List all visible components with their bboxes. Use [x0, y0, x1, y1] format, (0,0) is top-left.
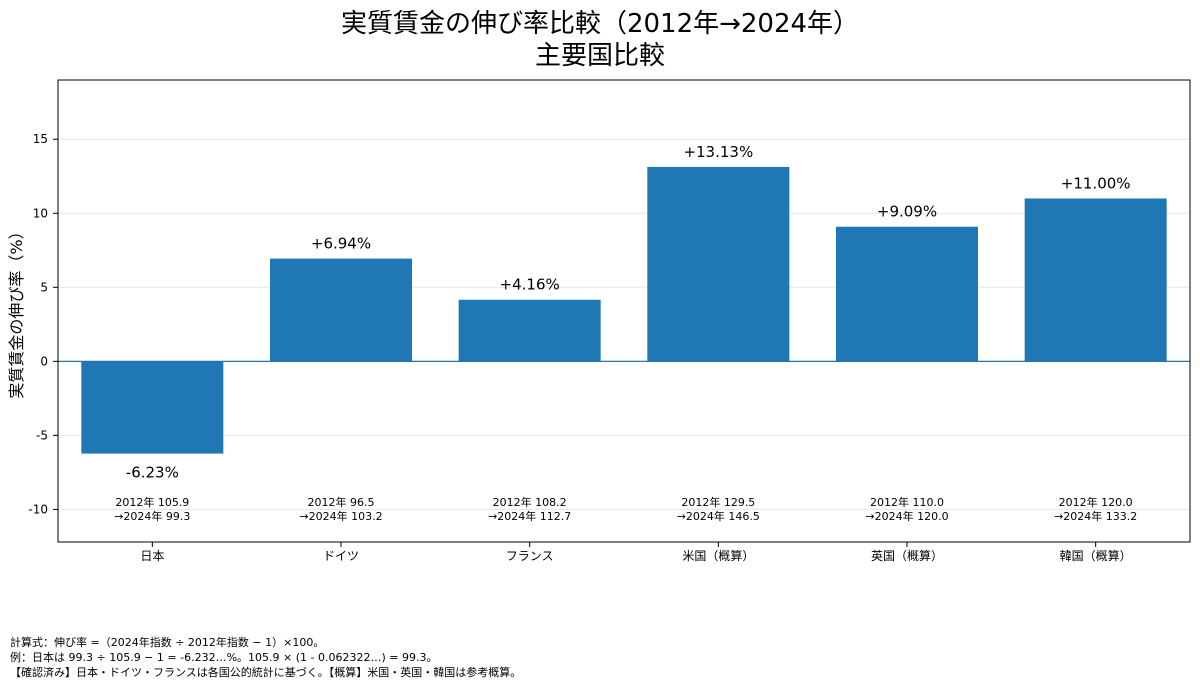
- x-tick-label: フランス: [506, 549, 554, 563]
- y-tick-label: -5: [36, 428, 48, 442]
- bar: [1024, 198, 1167, 362]
- x-tick-label: ドイツ: [323, 549, 359, 563]
- y-axis-label: 実質賃金の伸び率（%）: [7, 223, 26, 398]
- index-2012-label: 2012年 96.5: [308, 495, 375, 509]
- y-tick-label: 15: [33, 132, 48, 146]
- footnote-example: 例：日本は 99.3 ÷ 105.9 − 1 = -6.232…%。105.9 …: [10, 651, 438, 664]
- bars: [81, 166, 1167, 454]
- bar-value-label: +6.94%: [311, 235, 371, 253]
- x-tick-label: 韓国（概算）: [1060, 548, 1132, 563]
- index-2012-label: 2012年 108.2: [493, 495, 567, 509]
- index-2012-label: 2012年 110.0: [870, 495, 944, 509]
- index-2012-label: 2012年 120.0: [1059, 495, 1133, 509]
- index-2024-label: →2024年 133.2: [1054, 509, 1137, 523]
- grid-lines: [58, 138, 1190, 510]
- bar: [270, 258, 412, 362]
- chart-subtitle: 主要国比較: [534, 41, 665, 71]
- index-2024-label: →2024年 146.5: [677, 509, 760, 523]
- index-2012-label: 2012年 129.5: [681, 495, 755, 509]
- value-labels: -6.23% +6.94% +4.16% +13.13% +9.09% +11.00%: [126, 143, 1131, 482]
- y-tick-label: 5: [40, 280, 48, 294]
- y-tick-label: -10: [28, 502, 48, 516]
- bar-value-label: -6.23%: [126, 464, 179, 482]
- index-2024-label: →2024年 103.2: [299, 509, 382, 523]
- bar-value-label: +11.00%: [1061, 174, 1131, 192]
- x-tick-label: 米国（概算）: [682, 548, 754, 563]
- footnote-formula: 計算式：伸び率 =（2024年指数 ÷ 2012年指数 − 1）×100。: [10, 636, 325, 649]
- y-tick-label: 0: [40, 354, 48, 368]
- index-2012-label: 2012年 105.9: [115, 495, 189, 509]
- bar: [458, 299, 601, 362]
- bar-value-label: +13.13%: [683, 143, 753, 161]
- index-2024-label: →2024年 120.0: [865, 509, 948, 523]
- index-2024-label: →2024年 112.7: [488, 509, 571, 523]
- chart-title: 実質賃金の伸び率比較（2012年→2024年）: [340, 9, 860, 39]
- bar: [647, 166, 790, 362]
- index-2024-label: →2024年 99.3: [114, 509, 190, 523]
- y-tick-label: 10: [33, 206, 48, 220]
- x-tick-label: 日本: [140, 549, 164, 563]
- bar-value-label: +9.09%: [877, 203, 937, 221]
- plot-frame: [57, 79, 1191, 543]
- footnote-sources: 【確認済み】日本・ドイツ・フランスは各国公的統計に基づく。【概算】米国・英国・韓…: [10, 666, 522, 679]
- axis-ticks: -10 -5 0 5 10 15 日本 ドイツ フランス 米国（概算） 英国（概算） 韓国（概算）: [28, 132, 1131, 563]
- bar-value-label: +4.16%: [500, 276, 560, 294]
- x-tick-label: 英国（概算）: [871, 548, 943, 563]
- bar: [81, 361, 224, 454]
- bar: [836, 226, 978, 362]
